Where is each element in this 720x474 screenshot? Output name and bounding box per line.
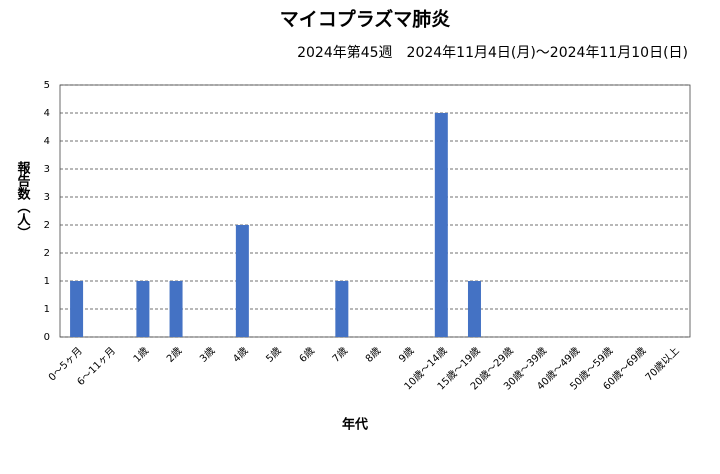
x-tick-label: 70歳以上 <box>643 345 682 384</box>
y-axis-label: 報告数（人） <box>15 160 32 239</box>
chart-title: マイコプラズマ肺炎 <box>280 8 451 31</box>
bar <box>70 281 84 337</box>
chart-subtitle: 2024年第45週 2024年11月4日(月)〜2024年11月10日(日) <box>297 44 688 61</box>
y-tick-label: 2 <box>44 220 50 231</box>
bar <box>235 225 249 337</box>
x-tick-label: 9歳 <box>396 345 416 365</box>
bar <box>335 281 349 337</box>
plot-frame <box>59 84 691 338</box>
x-tick-label: 7歳 <box>330 345 350 365</box>
y-tick-label: 2 <box>44 248 50 259</box>
x-tick-label: 2歳 <box>164 345 184 365</box>
y-tick-label: 5 <box>44 80 50 91</box>
x-tick-label: 1歳 <box>131 345 151 365</box>
x-axis-label: 年代 <box>342 417 368 433</box>
y-tick-label: 3 <box>44 164 50 175</box>
x-tick-label: 6歳 <box>297 345 317 365</box>
y-tick-label: 4 <box>44 108 50 119</box>
x-tick-label: 8歳 <box>363 345 383 365</box>
bar <box>434 113 448 337</box>
x-tick-label: 5歳 <box>264 345 284 365</box>
y-tick-label: 4 <box>44 136 50 147</box>
y-tick-label: 0 <box>44 332 50 343</box>
bar <box>136 281 150 337</box>
y-tick-label: 1 <box>44 276 50 287</box>
y-tick-label: 1 <box>44 304 50 315</box>
y-tick-label: 3 <box>44 192 50 203</box>
x-tick-label: 3歳 <box>197 345 217 365</box>
bar <box>169 281 183 337</box>
x-tick-label: 4歳 <box>231 345 251 365</box>
bar <box>467 281 481 337</box>
